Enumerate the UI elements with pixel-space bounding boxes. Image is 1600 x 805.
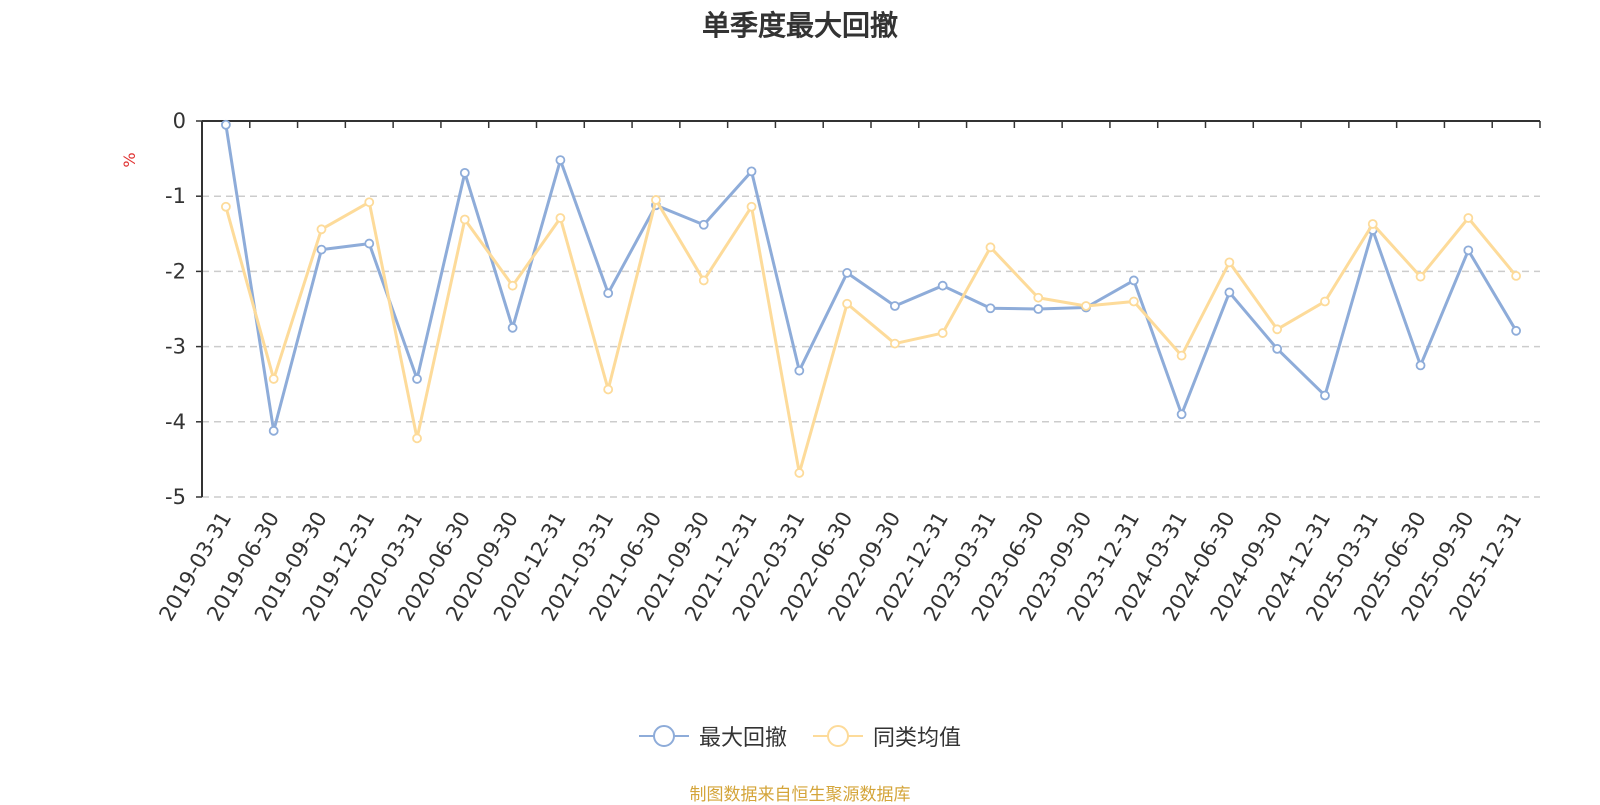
data-point[interactable]	[698, 275, 709, 286]
data-point[interactable]	[985, 242, 996, 253]
data-point[interactable]	[412, 374, 422, 384]
y-tick-label: 0	[173, 109, 186, 133]
y-axis-unit-label: %	[120, 152, 139, 167]
data-point[interactable]	[459, 167, 470, 178]
data-point[interactable]	[1224, 257, 1235, 268]
data-point[interactable]	[507, 322, 518, 333]
data-point[interactable]	[1415, 360, 1426, 371]
legend-item-max-drawdown[interactable]: 最大回撤	[638, 720, 787, 752]
source-note: 制图数据来自恒生聚源数据库	[689, 785, 911, 805]
legend-swatch-peer-average-icon	[813, 725, 863, 747]
data-point[interactable]	[1033, 292, 1044, 303]
data-point[interactable]	[1081, 301, 1091, 311]
data-point[interactable]	[842, 298, 853, 309]
data-point[interactable]	[1320, 390, 1330, 401]
data-point[interactable]	[1415, 271, 1426, 282]
data-point[interactable]	[651, 195, 661, 205]
data-point[interactable]	[603, 288, 614, 299]
data-point[interactable]	[316, 224, 327, 235]
series-line	[224, 124, 1518, 433]
data-point[interactable]	[1224, 287, 1235, 298]
legend: 最大回撤 同类均值	[0, 720, 1600, 752]
data-point[interactable]	[1176, 409, 1187, 420]
data-point[interactable]	[1320, 296, 1330, 307]
y-tick-label: -3	[165, 335, 186, 359]
data-point[interactable]	[1272, 343, 1283, 354]
data-point[interactable]	[555, 213, 566, 223]
legend-swatch-max-drawdown-icon	[638, 725, 689, 747]
y-axis-ticks: 0 -1 -2 -3 -4 -5	[165, 109, 202, 509]
series-1	[220, 195, 1522, 478]
data-point[interactable]	[937, 328, 948, 338]
data-point[interactable]	[412, 433, 422, 444]
data-point[interactable]	[889, 301, 900, 311]
data-point[interactable]	[507, 280, 518, 291]
data-point[interactable]	[1463, 213, 1474, 223]
data-point[interactable]	[364, 238, 375, 249]
data-point[interactable]	[937, 280, 948, 291]
data-point[interactable]	[1272, 324, 1283, 335]
data-point[interactable]	[364, 197, 375, 208]
legend-item-peer-average[interactable]: 同类均值	[813, 720, 961, 752]
data-point[interactable]	[1463, 245, 1474, 256]
data-point[interactable]	[746, 166, 757, 177]
data-point[interactable]	[746, 201, 757, 212]
data-point[interactable]	[220, 201, 231, 212]
data-point[interactable]	[1367, 219, 1378, 229]
data-point[interactable]	[220, 119, 231, 130]
legend-label-peer-average: 同类均值	[873, 726, 962, 751]
data-point[interactable]	[842, 268, 853, 278]
data-point[interactable]	[985, 303, 996, 314]
series-line	[224, 198, 1518, 475]
data-point[interactable]	[459, 214, 470, 225]
data-point[interactable]	[1511, 271, 1522, 281]
y-tick-label: -1	[165, 184, 186, 208]
data-point[interactable]	[316, 244, 327, 255]
y-tick-label: -2	[165, 259, 186, 283]
y-tick-label: -4	[165, 410, 186, 434]
series-0	[220, 119, 1522, 436]
data-point[interactable]	[1128, 296, 1139, 307]
legend-label-max-drawdown: 最大回撤	[698, 726, 787, 751]
data-point[interactable]	[1511, 325, 1522, 336]
y-tick-label: -5	[165, 485, 186, 509]
data-point[interactable]	[889, 338, 900, 349]
data-point[interactable]	[1033, 304, 1044, 314]
data-point[interactable]	[268, 425, 279, 436]
data-point[interactable]	[1176, 350, 1187, 361]
data-point[interactable]	[268, 374, 279, 384]
data-point[interactable]	[555, 155, 566, 166]
data-point[interactable]	[794, 468, 805, 478]
data-point[interactable]	[603, 384, 614, 395]
series-lines	[220, 119, 1522, 478]
axes	[201, 120, 1540, 497]
data-point[interactable]	[794, 365, 805, 376]
chart-title: 单季度最大回撤	[701, 9, 898, 42]
data-point[interactable]	[1128, 275, 1139, 286]
data-point[interactable]	[698, 219, 709, 230]
